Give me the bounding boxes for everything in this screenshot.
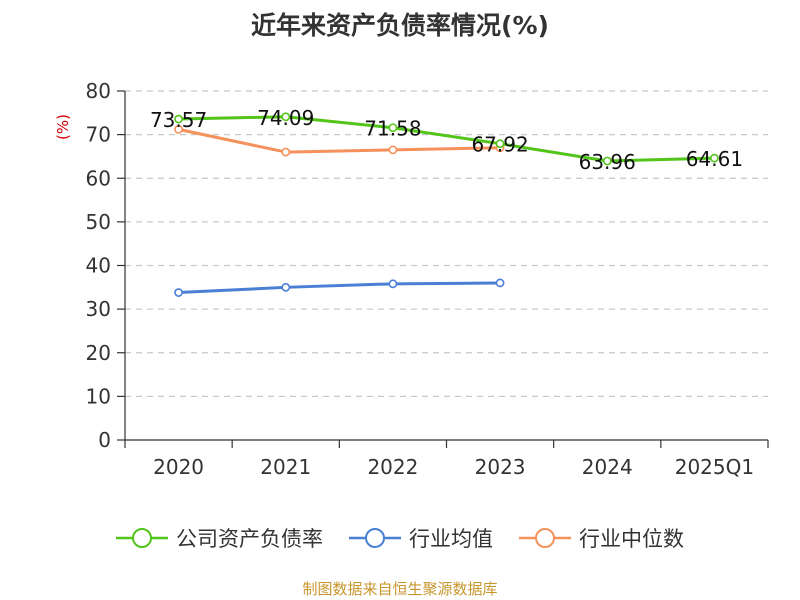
- data-label: 63.96: [579, 150, 636, 174]
- y-tick-label: 50: [86, 210, 111, 234]
- chart-title: 近年来资产负债率情况(%): [251, 11, 549, 40]
- data-point: [495, 139, 505, 149]
- y-tick-label: 60: [86, 166, 111, 190]
- legend-label: 行业均值: [409, 527, 493, 551]
- legend-item[interactable]: 行业中位数: [519, 523, 684, 553]
- data-point: [281, 147, 291, 157]
- chart-legend: 公司资产负债率 行业均值 行业中位数: [0, 520, 800, 556]
- x-tick-label: 2024: [582, 455, 633, 479]
- data-label: 67.92: [471, 133, 528, 157]
- source-note: 制图数据来自恒生聚源数据库: [302, 580, 498, 598]
- data-point: [388, 123, 398, 133]
- legend-item[interactable]: 公司资产负债率: [116, 523, 323, 553]
- y-tick-label: 70: [86, 123, 111, 147]
- x-tick-label: 2021: [260, 455, 311, 479]
- legend-item[interactable]: 行业均值: [349, 523, 493, 553]
- x-tick-label: 2022: [367, 455, 418, 479]
- data-label: 74.09: [257, 106, 314, 130]
- data-label: 73.57: [150, 108, 207, 132]
- data-point: [602, 156, 612, 166]
- data-point: [388, 279, 398, 289]
- legend-label: 公司资产负债率: [176, 527, 323, 551]
- y-tick-label: 10: [86, 384, 111, 408]
- y-tick-label: 20: [86, 341, 111, 365]
- series-line: [178, 127, 501, 154]
- x-tick-label: 2025Q1: [675, 455, 754, 479]
- data-point: [388, 145, 398, 155]
- legend-label: 行业中位数: [579, 527, 684, 551]
- x-tick-label: 2023: [475, 455, 526, 479]
- data-point: [281, 112, 291, 122]
- data-label: 64.61: [686, 147, 743, 171]
- series-line: [178, 115, 715, 163]
- y-tick-label: 0: [98, 428, 111, 452]
- y-tick-label: 80: [86, 79, 111, 103]
- data-point: [174, 114, 183, 124]
- series-line: [178, 281, 501, 295]
- data-point: [710, 153, 719, 163]
- legend-line-marker-icon: [519, 528, 571, 548]
- y-tick-label: 40: [86, 254, 111, 278]
- y-tick-label: 30: [86, 297, 111, 321]
- data-point: [495, 278, 505, 288]
- y-axis-label: (%): [54, 114, 72, 140]
- data-point: [281, 282, 291, 292]
- legend-line-marker-icon: [116, 528, 168, 548]
- legend-line-marker-icon: [349, 528, 401, 548]
- data-label: 71.58: [364, 117, 421, 141]
- data-point: [174, 288, 183, 297]
- data-point: [174, 124, 183, 134]
- x-tick-label: 2020: [153, 455, 204, 479]
